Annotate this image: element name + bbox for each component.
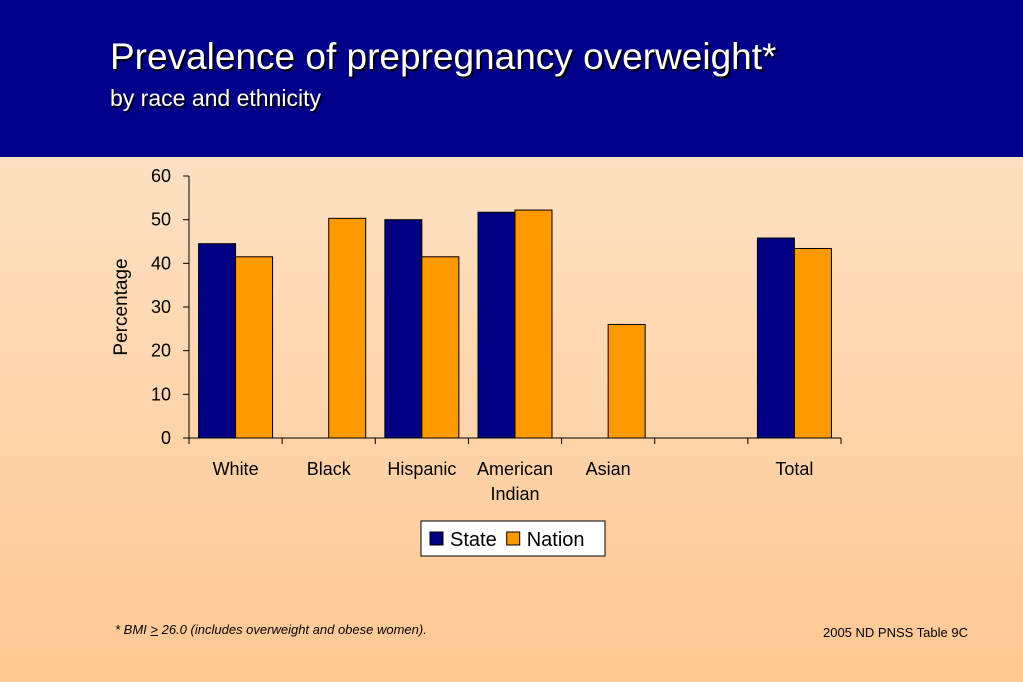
bar-state [198,243,237,439]
y-tick-label: 20 [151,341,171,361]
bar-state [384,219,423,439]
y-tick-label: 40 [151,253,171,273]
y-tick-label: 30 [151,297,171,317]
legend-label-state: State [450,529,497,551]
footnote-suffix: 26.0 (includes overweight and obese wome… [158,622,427,637]
title-banner: Prevalence of prepregnancy overweight* b… [0,0,1023,157]
x-category-label: Indian [490,484,539,504]
x-category-label: Total [775,459,813,479]
x-category-label: Asian [586,459,631,479]
legend-label-nation: Nation [527,529,585,551]
x-category-label: Black [307,459,352,479]
y-tick-label: 60 [151,166,171,186]
y-tick-label: 50 [151,210,171,230]
y-tick-label: 10 [151,384,171,404]
bar-nation [421,256,460,439]
x-category-label: Hispanic [387,459,456,479]
bar-nation [607,323,646,439]
x-category-label: White [213,459,259,479]
footnote-symbol: > [150,622,158,637]
bar-nation [235,256,274,439]
footnote: * BMI > 26.0 (includes overweight and ob… [115,622,427,637]
bar-state [756,237,795,439]
bar-nation [793,247,832,439]
legend-swatch-nation [506,531,521,546]
bar-nation [328,217,367,439]
y-axis-title: Percentage [111,258,132,355]
slide-title: Prevalence of prepregnancy overweight* [110,36,777,77]
bar-state [477,211,516,439]
y-tick-label: 0 [161,428,171,448]
x-category-label: American [477,459,553,479]
legend-swatch-state [429,531,444,546]
bar-nation [514,209,553,439]
footnote-prefix: * BMI [115,622,151,637]
source-note: 2005 ND PNSS Table 9C [822,625,968,640]
slide-subtitle: by race and ethnicity [110,85,321,111]
